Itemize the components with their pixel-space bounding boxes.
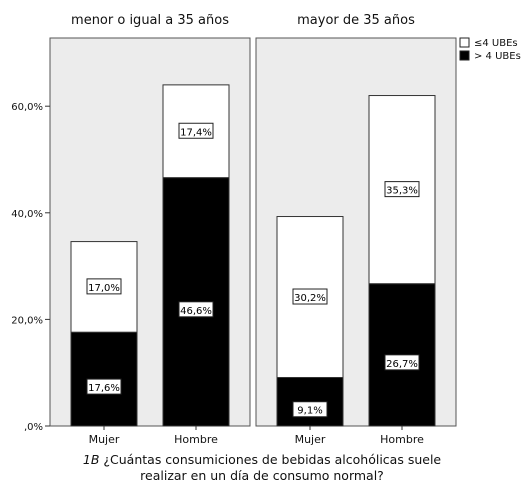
data-label-box bbox=[292, 288, 328, 305]
data-label-over-4: 26,7% bbox=[386, 359, 418, 370]
x-tick-label: Mujer bbox=[295, 433, 326, 446]
legend-swatch bbox=[459, 37, 470, 48]
x-tick-label: Mujer bbox=[89, 433, 120, 446]
legend-label: > 4 UBEs bbox=[474, 51, 521, 62]
panel-title: mayor de 35 años bbox=[297, 13, 415, 28]
data-label-up-to-4: 17,0% bbox=[88, 283, 120, 294]
caption-text-1: ¿Cuántas consumiciones de bebidas alcohó… bbox=[103, 452, 442, 467]
y-tick-label: 40,0% bbox=[11, 209, 43, 220]
legend-swatch bbox=[459, 50, 470, 61]
data-label-up-to-4: 30,2% bbox=[294, 293, 326, 304]
caption: 1B ¿Cuántas consumiciones de bebidas alc… bbox=[0, 452, 524, 484]
x-tick-label: Hombre bbox=[380, 433, 424, 446]
y-tick-label: ,0% bbox=[24, 422, 43, 433]
data-label-box bbox=[86, 378, 122, 395]
data-label-over-4: 17,6% bbox=[88, 383, 120, 394]
data-label-box bbox=[384, 354, 420, 371]
data-label-box bbox=[86, 278, 122, 295]
y-tick-label: 60,0% bbox=[11, 102, 43, 113]
data-label-box bbox=[292, 401, 328, 418]
data-label-box bbox=[384, 181, 420, 198]
data-label-over-4: 9,1% bbox=[297, 406, 322, 417]
x-tick-label: Hombre bbox=[174, 433, 218, 446]
data-label-over-4: 46,6% bbox=[180, 306, 212, 317]
caption-line-1: 1B ¿Cuántas consumiciones de bebidas alc… bbox=[0, 452, 524, 468]
data-label-up-to-4: 17,4% bbox=[180, 127, 212, 138]
legend-label: ≤4 UBEs bbox=[474, 38, 518, 49]
y-tick-label: 20,0% bbox=[11, 315, 43, 326]
data-label-up-to-4: 35,3% bbox=[386, 186, 418, 197]
caption-figure-label: 1B bbox=[82, 452, 100, 467]
data-label-box bbox=[178, 301, 214, 318]
data-label-box bbox=[178, 122, 214, 139]
caption-line-2: realizar en un día de consumo normal? bbox=[140, 468, 384, 483]
panel-title: menor o igual a 35 años bbox=[71, 13, 229, 28]
